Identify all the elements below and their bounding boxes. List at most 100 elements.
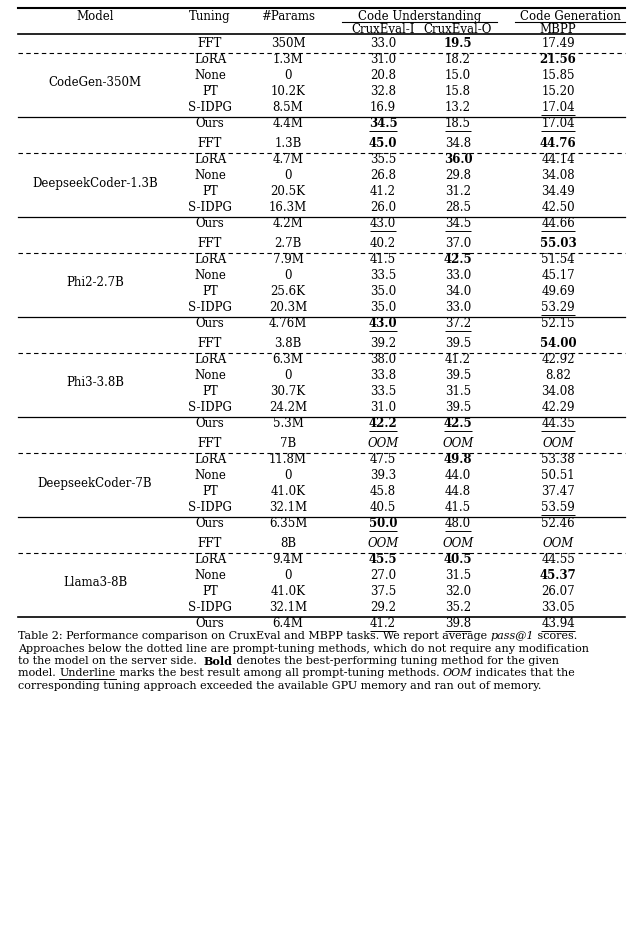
Text: 27.0: 27.0	[370, 569, 396, 582]
Text: 15.20: 15.20	[541, 85, 575, 98]
Text: 28.5: 28.5	[445, 201, 471, 214]
Text: 37.5: 37.5	[370, 585, 396, 598]
Text: 43.94: 43.94	[541, 617, 575, 630]
Text: 41.5: 41.5	[445, 501, 471, 514]
Text: FFT: FFT	[198, 237, 222, 250]
Text: 42.92: 42.92	[541, 353, 575, 366]
Text: 34.49: 34.49	[541, 185, 575, 198]
Text: OOM: OOM	[367, 437, 399, 450]
Text: PT: PT	[202, 85, 218, 98]
Text: 38.0: 38.0	[370, 353, 396, 366]
Text: PT: PT	[202, 385, 218, 398]
Text: 44.8: 44.8	[445, 485, 471, 498]
Text: 0: 0	[284, 569, 292, 582]
Text: 54.00: 54.00	[540, 337, 576, 350]
Text: 49.69: 49.69	[541, 285, 575, 298]
Text: 31.0: 31.0	[370, 401, 396, 414]
Text: 44.76: 44.76	[540, 137, 576, 150]
Text: 50.51: 50.51	[541, 469, 575, 482]
Text: CruxEval-I: CruxEval-I	[351, 23, 415, 36]
Text: 17.04: 17.04	[541, 101, 575, 114]
Text: 30.7K: 30.7K	[271, 385, 305, 398]
Text: None: None	[194, 269, 226, 282]
Text: None: None	[194, 69, 226, 82]
Text: 29.2: 29.2	[370, 601, 396, 614]
Text: PT: PT	[202, 285, 218, 298]
Text: 42.50: 42.50	[541, 201, 575, 214]
Text: 53.29: 53.29	[541, 301, 575, 314]
Text: 33.0: 33.0	[370, 37, 396, 50]
Text: 1.3B: 1.3B	[275, 137, 301, 150]
Text: 18.2: 18.2	[445, 53, 471, 66]
Text: FFT: FFT	[198, 537, 222, 550]
Text: Underline: Underline	[60, 668, 115, 679]
Text: Model: Model	[76, 10, 114, 23]
Text: 7.9M: 7.9M	[273, 253, 303, 266]
Text: Ours: Ours	[196, 217, 225, 230]
Text: DeepseekCoder-7B: DeepseekCoder-7B	[38, 477, 152, 489]
Text: 42.2: 42.2	[369, 417, 397, 430]
Text: 45.5: 45.5	[369, 553, 397, 566]
Text: None: None	[194, 569, 226, 582]
Text: 8.82: 8.82	[545, 369, 571, 382]
Text: FFT: FFT	[198, 37, 222, 50]
Text: OOM: OOM	[542, 437, 573, 450]
Text: 18.5: 18.5	[445, 117, 471, 130]
Text: LoRA: LoRA	[194, 153, 226, 166]
Text: 41.2: 41.2	[370, 185, 396, 198]
Text: 39.2: 39.2	[370, 337, 396, 350]
Text: S-IDPG: S-IDPG	[188, 101, 232, 114]
Text: 4.4M: 4.4M	[273, 117, 303, 130]
Text: 10.2K: 10.2K	[271, 85, 305, 98]
Text: 49.8: 49.8	[444, 453, 472, 466]
Text: 26.0: 26.0	[370, 201, 396, 214]
Text: pass@1: pass@1	[491, 631, 534, 641]
Text: 37.47: 37.47	[541, 485, 575, 498]
Text: 19.5: 19.5	[444, 37, 472, 50]
Text: S-IDPG: S-IDPG	[188, 601, 232, 614]
Text: 31.2: 31.2	[445, 185, 471, 198]
Text: FFT: FFT	[198, 437, 222, 450]
Text: 8B: 8B	[280, 537, 296, 550]
Text: 40.2: 40.2	[370, 237, 396, 250]
Text: Ours: Ours	[196, 617, 225, 630]
Text: OOM: OOM	[542, 537, 573, 550]
Text: 39.8: 39.8	[445, 617, 471, 630]
Text: 33.8: 33.8	[370, 369, 396, 382]
Text: None: None	[194, 469, 226, 482]
Text: 32.0: 32.0	[445, 585, 471, 598]
Text: 51.54: 51.54	[541, 253, 575, 266]
Text: 41.0K: 41.0K	[271, 585, 305, 598]
Text: 6.35M: 6.35M	[269, 517, 307, 530]
Text: 21.56: 21.56	[540, 53, 577, 66]
Text: 1.3M: 1.3M	[273, 53, 303, 66]
Text: OOM: OOM	[367, 537, 399, 550]
Text: 8.5M: 8.5M	[273, 101, 303, 114]
Text: LoRA: LoRA	[194, 453, 226, 466]
Text: 4.76M: 4.76M	[269, 317, 307, 330]
Text: 34.5: 34.5	[445, 217, 471, 230]
Text: 41.2: 41.2	[445, 353, 471, 366]
Text: 32.8: 32.8	[370, 85, 396, 98]
Text: 41.2: 41.2	[370, 617, 396, 630]
Text: 35.0: 35.0	[370, 285, 396, 298]
Text: CruxEval-O: CruxEval-O	[424, 23, 492, 36]
Text: 40.5: 40.5	[370, 501, 396, 514]
Text: 41.5: 41.5	[370, 253, 396, 266]
Text: Ours: Ours	[196, 117, 225, 130]
Text: Ours: Ours	[196, 317, 225, 330]
Text: #Params: #Params	[261, 10, 315, 23]
Text: 33.0: 33.0	[445, 269, 471, 282]
Text: OOM: OOM	[442, 437, 474, 450]
Text: 31.5: 31.5	[445, 385, 471, 398]
Text: Approaches below the dotted line are prompt-tuning methods, which do not require: Approaches below the dotted line are pro…	[18, 644, 589, 653]
Text: 52.46: 52.46	[541, 517, 575, 530]
Text: 52.15: 52.15	[541, 317, 575, 330]
Text: CodeGen-350M: CodeGen-350M	[49, 76, 141, 89]
Text: 33.5: 33.5	[370, 385, 396, 398]
Text: 25.6K: 25.6K	[271, 285, 305, 298]
Text: 31.5: 31.5	[445, 569, 471, 582]
Text: 32.1M: 32.1M	[269, 501, 307, 514]
Text: 45.8: 45.8	[370, 485, 396, 498]
Text: 4.7M: 4.7M	[273, 153, 303, 166]
